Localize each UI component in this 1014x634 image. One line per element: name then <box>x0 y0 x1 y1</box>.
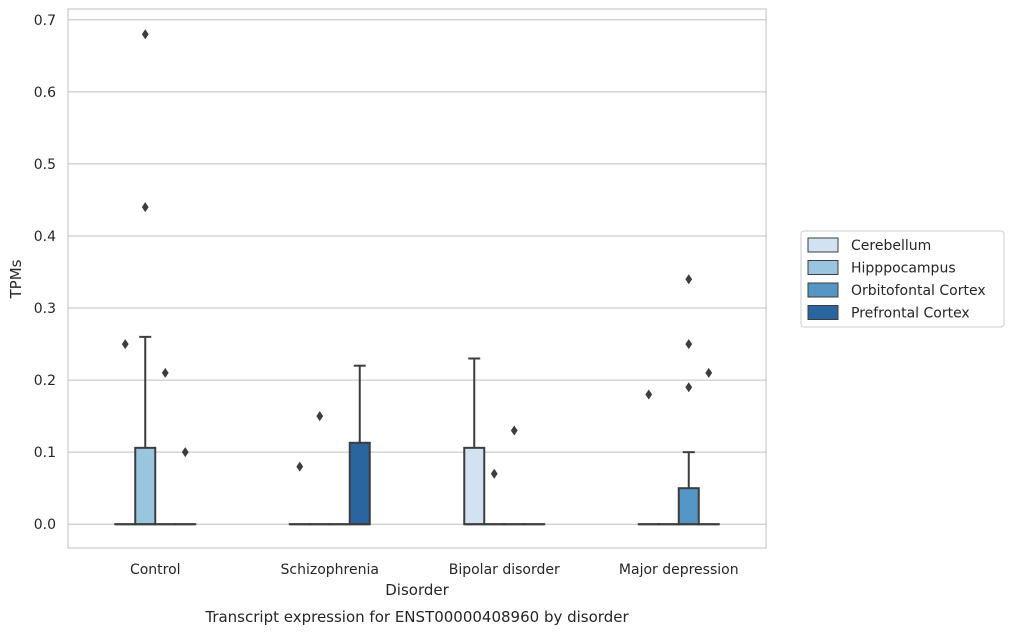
y-tick-label: 0.0 <box>34 517 56 533</box>
y-tick-label: 0.4 <box>34 229 56 245</box>
box-group <box>174 447 197 526</box>
legend-frame <box>800 230 1005 328</box>
x-tick-label: Bipolar disorder <box>449 562 560 578</box>
outlier-point <box>316 411 324 422</box>
legend: Cerebellum Hipppocampus Orbitofontal Corte… <box>800 230 1005 328</box>
y-tick-label: 0.1 <box>34 445 56 461</box>
outlier-point <box>121 339 129 350</box>
outlier-point <box>645 389 653 400</box>
outlier-point <box>161 367 169 378</box>
box <box>134 446 157 526</box>
box-group <box>463 357 486 526</box>
box-group <box>134 29 157 526</box>
outlier-point <box>510 425 518 436</box>
legend-label: Hipppocampus <box>851 261 956 277</box>
outlier-point <box>685 274 693 285</box>
y-axis-label: TPMs <box>7 259 25 299</box>
box <box>463 446 486 526</box>
legend-label: Prefrontal Cortex <box>851 306 970 322</box>
boxes <box>114 29 720 526</box>
y-tick-label: 0.7 <box>34 13 56 29</box>
outlier-point <box>705 367 713 378</box>
box-group <box>348 364 371 526</box>
box <box>348 441 371 526</box>
y-tick-label: 0.5 <box>34 157 56 173</box>
box-group <box>677 274 700 526</box>
legend-swatch <box>807 260 839 275</box>
outlier-point <box>296 461 304 472</box>
legend-swatch <box>807 305 839 320</box>
y-axis-ticks: 0.0 0.1 0.2 0.3 0.4 0.5 0.6 0.7 <box>34 13 56 533</box>
outlier-point <box>490 468 498 479</box>
x-axis-ticks: Control Schizophrenia Bipolar disorder Majo… <box>130 562 739 578</box>
x-tick-label: Schizophrenia <box>281 562 379 578</box>
y-tick-label: 0.2 <box>34 373 56 389</box>
box-group <box>697 367 720 526</box>
legend-swatch <box>807 237 839 253</box>
x-tick-label: Control <box>130 562 181 578</box>
box <box>677 487 700 526</box>
chart-caption: Transcript expression for ENST0000040896… <box>204 608 629 626</box>
x-tick-label: Major depression <box>619 562 739 578</box>
outlier-point <box>685 382 693 393</box>
outlier-point <box>181 447 189 458</box>
outlier-point <box>141 202 149 213</box>
legend-swatch <box>807 282 839 298</box>
x-axis-label: Disorder <box>385 581 449 599</box>
legend-label: Cerebellum <box>851 238 931 254</box>
legend-label: Orbitofontal Cortex <box>851 283 986 299</box>
outlier-point <box>141 29 149 40</box>
outlier-point <box>685 339 693 350</box>
y-tick-label: 0.6 <box>34 85 56 101</box>
plot-background <box>67 8 767 549</box>
y-tick-label: 0.3 <box>34 301 56 317</box>
